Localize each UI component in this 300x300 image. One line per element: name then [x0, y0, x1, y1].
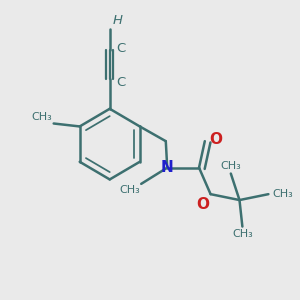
Text: O: O [209, 132, 222, 147]
Text: H: H [112, 14, 123, 27]
Text: CH₃: CH₃ [232, 230, 253, 239]
Text: O: O [196, 197, 209, 212]
Text: C: C [116, 76, 125, 89]
Text: CH₃: CH₃ [32, 112, 52, 122]
Text: CH₃: CH₃ [119, 185, 140, 195]
Text: CH₃: CH₃ [273, 189, 293, 199]
Text: N: N [161, 160, 174, 175]
Text: C: C [116, 42, 125, 55]
Text: CH₃: CH₃ [220, 160, 241, 171]
